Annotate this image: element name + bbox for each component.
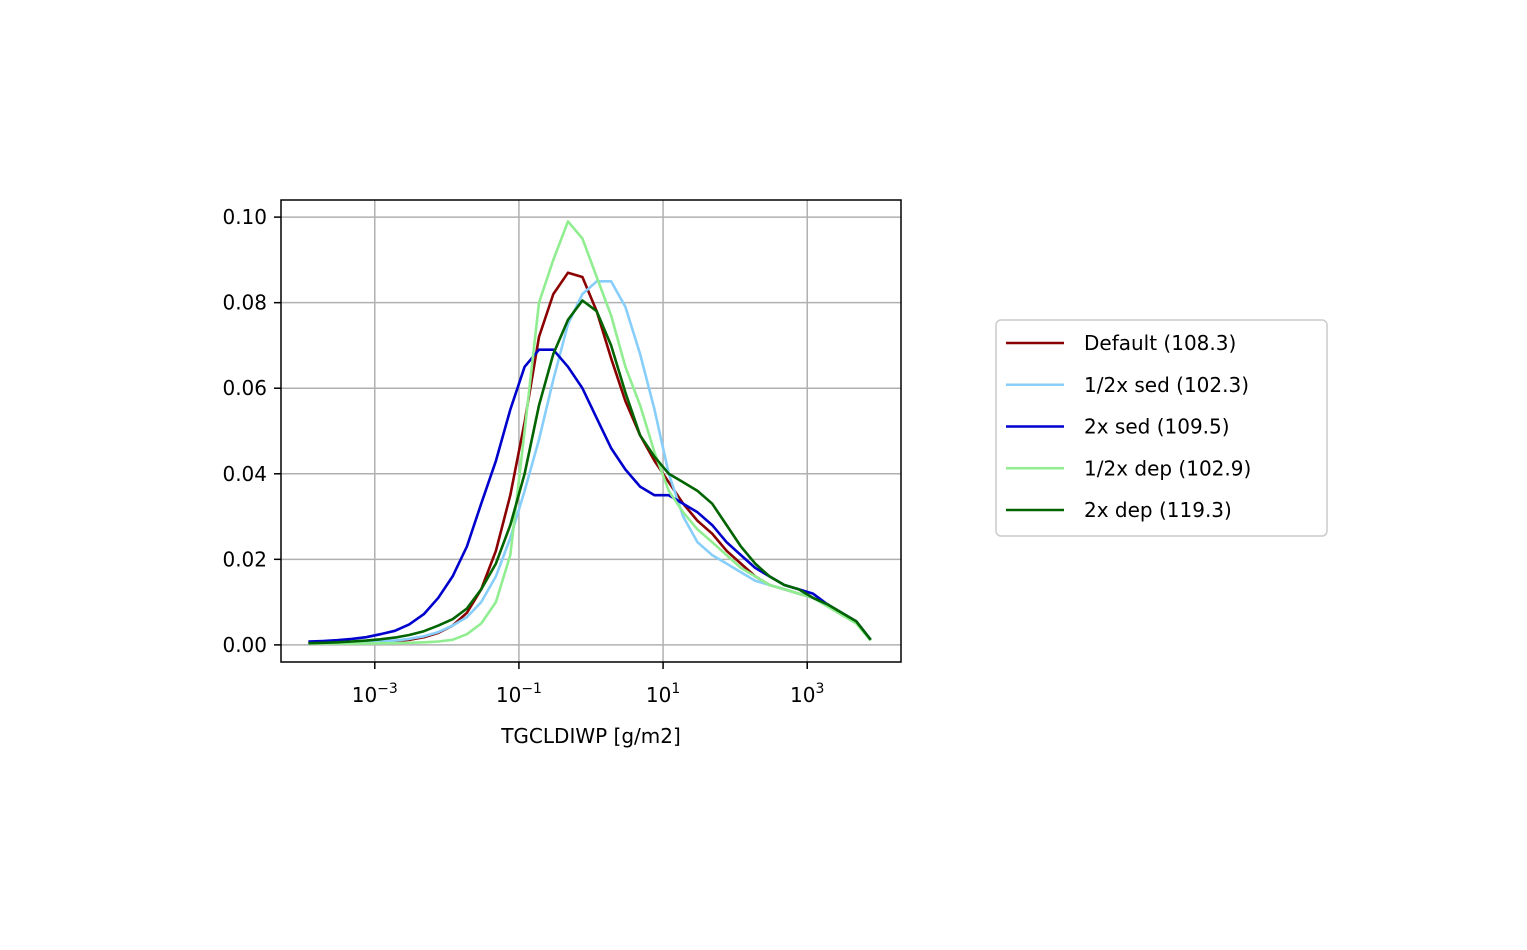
series-line-3 [308,348,872,643]
y-tick-label: 0.10 [222,205,267,229]
legend-label: 2x dep (119.3) [1084,498,1232,522]
series-lines [308,220,872,645]
x-tick-label: 103 [790,681,824,707]
y-tick-label: 0.00 [222,633,267,657]
x-axis-ticks: 10−3 10−1 101 103 [352,662,824,707]
x-tick-label: 10−1 [496,681,542,707]
y-tick-label: 0.08 [222,291,267,315]
plot-frame [280,199,902,663]
grid-lines [281,200,901,662]
legend-box [995,319,1328,537]
legend-label: 1/2x sed (102.3) [1084,373,1249,397]
y-tick-label: 0.06 [222,376,267,400]
legend-label: 1/2x dep (102.9) [1084,456,1251,480]
y-tick-label: 0.02 [222,547,267,571]
series-line-1 [308,271,872,645]
x-axis-label: TGCLDIWP [g/m2] [500,724,681,748]
legend-label: 2x sed (109.5) [1084,415,1230,439]
y-axis-ticks: 0.00 0.02 0.04 0.06 0.08 0.10 [222,205,281,657]
series-line-5 [308,299,872,645]
legend: Default (108.3) 1/2x sed (102.3) 2x sed (1… [995,319,1328,537]
series-line-4 [308,220,872,645]
x-tick-label: 10−3 [352,681,398,707]
legend-label: Default (108.3) [1084,331,1236,355]
x-tick-label: 101 [646,681,680,707]
y-tick-label: 0.04 [222,462,267,486]
